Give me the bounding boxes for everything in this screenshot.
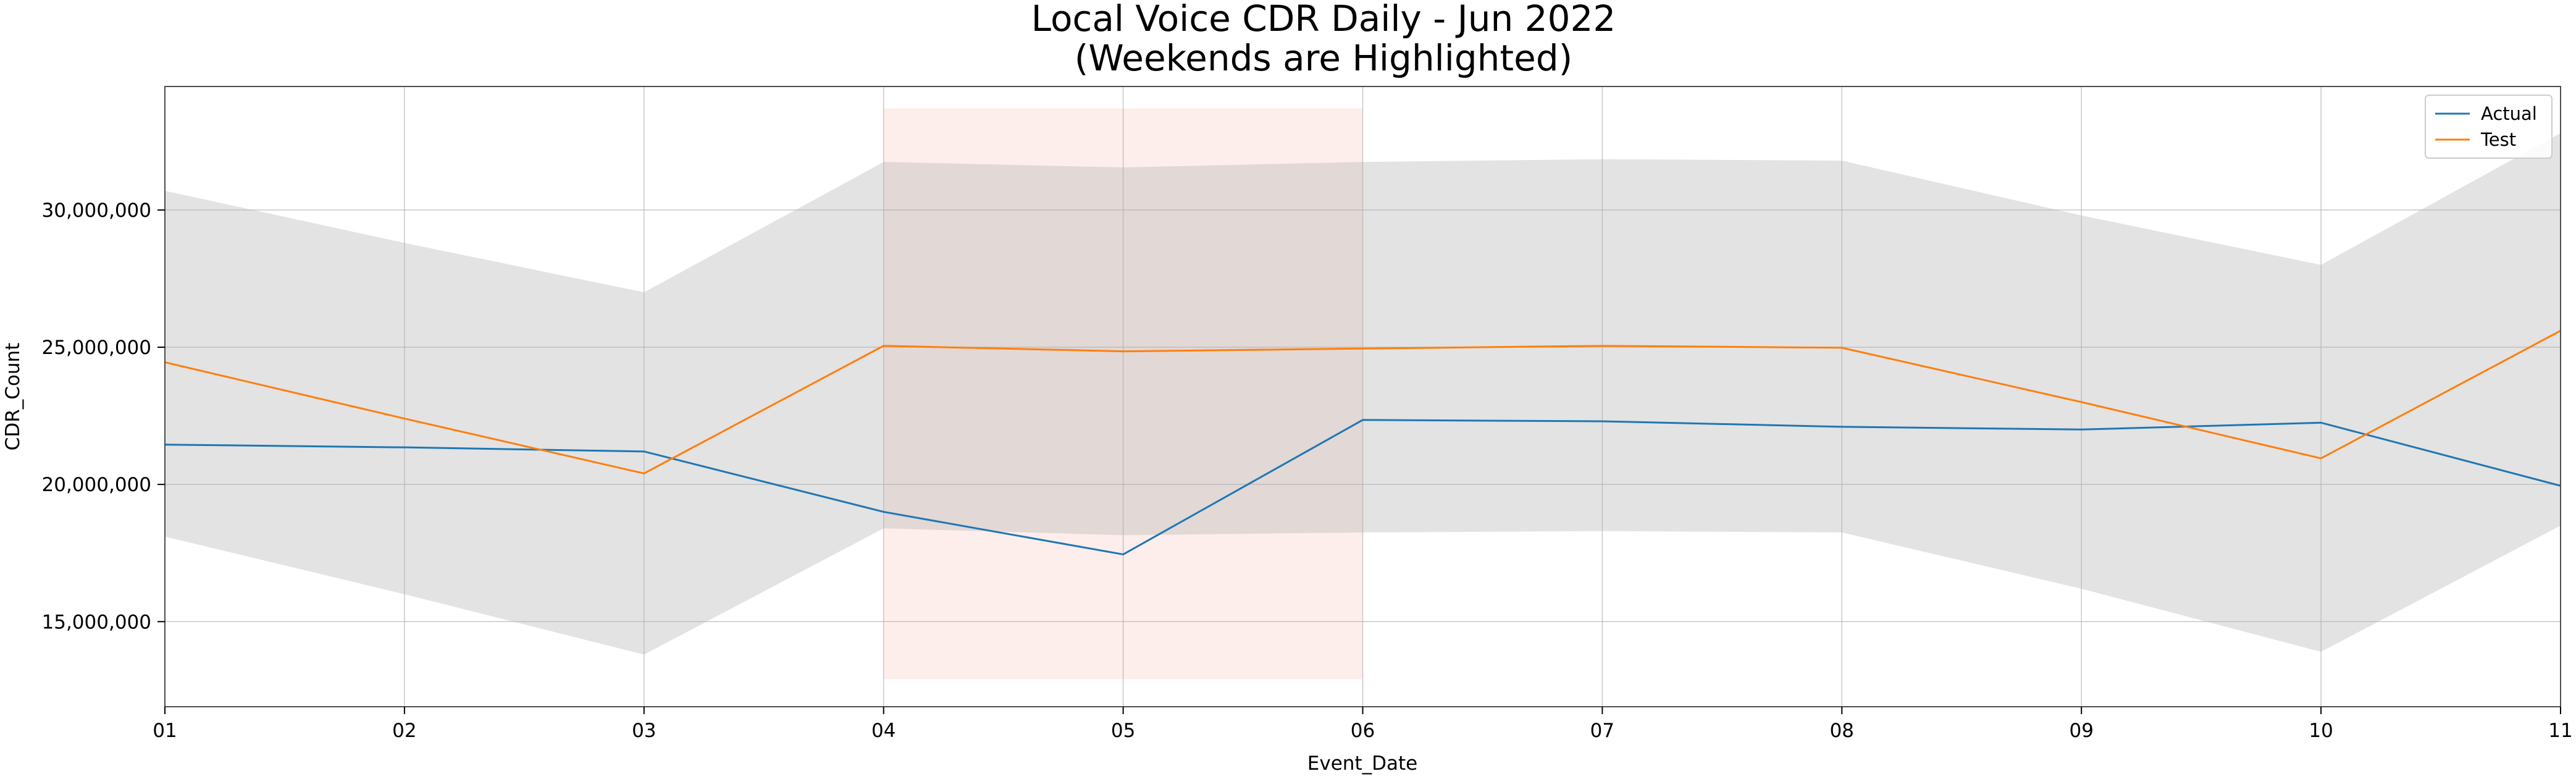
x-tick-label: 11: [2548, 720, 2572, 742]
x-axis-label: Event_Date: [1307, 752, 1417, 775]
legend: Actual Test: [2425, 95, 2553, 159]
ticks-layer: 01 02 03 04 05 06 07 08 09 10 11 15,000,000 20,000,0…: [42, 200, 2573, 742]
series-line-actual: [164, 419, 2561, 556]
chart-title-line1: Local Voice CDR Daily - Jun 2022: [1031, 0, 1616, 40]
legend-box: [2425, 95, 2553, 159]
x-tick-label: 09: [2069, 720, 2093, 742]
x-tick-label: 10: [2309, 720, 2333, 742]
y-tick-label: 20,000,000: [42, 474, 152, 496]
x-tick-label: 07: [1590, 720, 1614, 742]
y-axis-label: CDR_Count: [2, 343, 24, 451]
x-tick-label: 04: [871, 720, 896, 742]
series-layer: [164, 330, 2561, 556]
x-tick-label: 02: [392, 720, 416, 742]
legend-label-test: Test: [2480, 129, 2516, 150]
x-tick-label: 06: [1351, 720, 1375, 742]
x-tick-label: 03: [632, 720, 656, 742]
x-tick-label: 01: [153, 720, 177, 742]
chart-title-line2: (Weekends are Highlighted): [1075, 37, 1573, 79]
x-tick-label: 08: [1830, 720, 1854, 742]
y-tick-label: 30,000,000: [42, 200, 152, 222]
y-tick-label: 15,000,000: [42, 611, 152, 633]
y-tick-label: 25,000,000: [42, 337, 152, 359]
x-tick-label: 05: [1111, 720, 1135, 742]
series-line-test: [164, 330, 2561, 474]
grid-layer: [165, 86, 2561, 707]
legend-label-actual: Actual: [2481, 103, 2537, 124]
